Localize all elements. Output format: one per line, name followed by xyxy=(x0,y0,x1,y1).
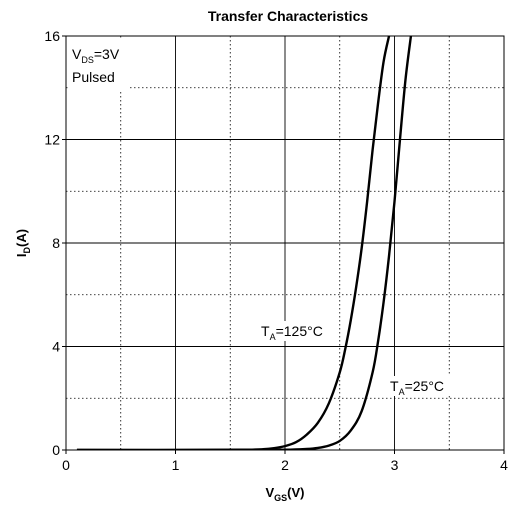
label-125-suffix: =125°C xyxy=(276,323,323,339)
condition-vds-sub: DS xyxy=(81,55,94,65)
label-125-bg xyxy=(258,321,328,341)
label-series-125: TA=125°C xyxy=(261,323,323,342)
label-125-sub: A xyxy=(270,332,276,342)
y-tick-label: 8 xyxy=(52,235,60,251)
x-axis-label-suffix: (V) xyxy=(287,485,304,500)
label-25-sub: A xyxy=(399,387,405,397)
label-series-25: TA=25°C xyxy=(390,378,444,397)
y-tick-label: 16 xyxy=(44,28,60,44)
y-axis-label-suffix: (A) xyxy=(14,229,29,247)
label-125-main: T xyxy=(261,323,270,339)
y-axis-label-sub: D xyxy=(22,246,32,253)
chart-title: Transfer Characteristics xyxy=(208,8,369,24)
x-axis-label: VGS(V) xyxy=(265,485,304,503)
condition-annotation-pulsed: Pulsed xyxy=(72,69,115,85)
x-tick-label: 0 xyxy=(62,457,70,473)
condition-annotation-bg xyxy=(68,38,128,90)
condition-annotation-vds: VDS=3V xyxy=(72,46,120,65)
x-axis-label-sub: GS xyxy=(274,493,287,503)
y-tick-label: 12 xyxy=(44,132,60,148)
x-axis-label-main: V xyxy=(265,485,274,500)
x-tick-label: 3 xyxy=(391,457,399,473)
plot-frame xyxy=(65,35,505,451)
y-axis-label-main: I xyxy=(14,253,29,257)
label-25-suffix: =25°C xyxy=(405,378,444,394)
label-25-main: T xyxy=(390,378,399,394)
y-tick-label: 0 xyxy=(52,442,60,458)
x-tick-label: 2 xyxy=(281,457,289,473)
y-axis-label: ID(A) xyxy=(14,229,32,257)
condition-vds-main: V xyxy=(72,46,82,62)
x-tick-label: 1 xyxy=(172,457,180,473)
condition-vds-suffix: =3V xyxy=(94,46,120,62)
label-25-bg xyxy=(388,376,452,396)
y-tick-label: 4 xyxy=(52,339,60,355)
x-tick-label: 4 xyxy=(500,457,508,473)
